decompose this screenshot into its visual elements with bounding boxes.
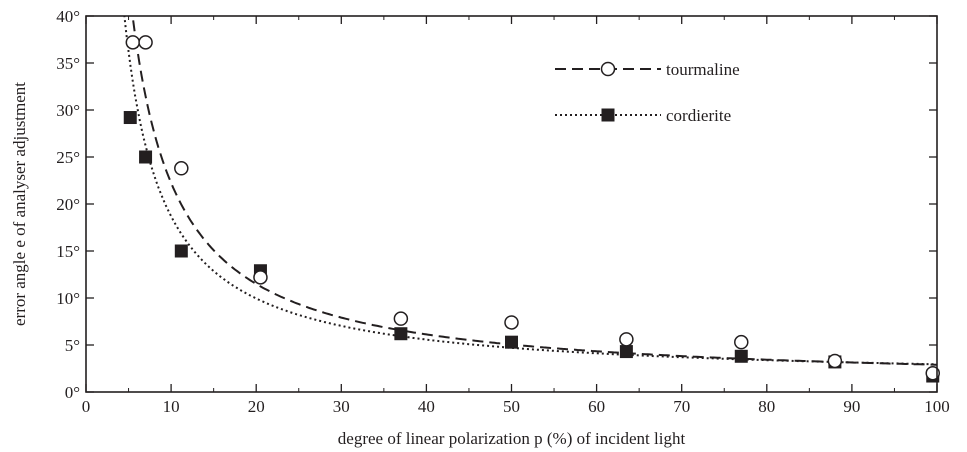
x-tick-label: 10 bbox=[163, 397, 180, 416]
y-tick-label: 0° bbox=[65, 383, 80, 402]
y-tick-label: 10° bbox=[56, 289, 80, 308]
legend: tourmaline cordierite bbox=[555, 60, 740, 125]
cordierite-fit-curve bbox=[123, 16, 937, 366]
y-tick-label: 20° bbox=[56, 195, 80, 214]
y-tick-label: 40° bbox=[56, 7, 80, 26]
x-tick-label: 70 bbox=[673, 397, 690, 416]
legend-label-tourmaline: tourmaline bbox=[666, 60, 740, 79]
tourmaline-point bbox=[125, 35, 141, 50]
x-tick-label: 50 bbox=[503, 397, 520, 416]
cordierite-point bbox=[734, 349, 748, 363]
y-tick-label: 35° bbox=[56, 54, 80, 73]
x-tick-label: 100 bbox=[924, 397, 950, 416]
x-tick-label: 0 bbox=[82, 397, 91, 416]
x-tick-label: 20 bbox=[248, 397, 265, 416]
cordierite-point bbox=[619, 345, 633, 359]
cordierite-point bbox=[174, 244, 188, 258]
legend-label-cordierite: cordierite bbox=[666, 106, 731, 125]
cordierite-point bbox=[139, 150, 153, 164]
tourmaline-point bbox=[253, 270, 268, 285]
x-axis-ticks: 0 10 20 30 40 50 60 70 80 90 100 bbox=[82, 16, 950, 416]
cordierite-point bbox=[394, 327, 408, 341]
y-axis-ticks: 0° 5° 10° 15° 20° 25° 30° 35° 40° bbox=[56, 7, 937, 402]
tourmaline-point bbox=[734, 334, 749, 350]
y-axis-title-text: error angle e of analyser adjustment bbox=[10, 82, 29, 326]
tourmaline-point bbox=[925, 365, 940, 381]
y-tick-label: 25° bbox=[56, 148, 80, 167]
tourmaline-point bbox=[393, 311, 409, 326]
tourmaline-fit-curve bbox=[131, 16, 937, 366]
x-tick-label: 90 bbox=[843, 397, 860, 416]
x-tick-label: 80 bbox=[758, 397, 775, 416]
legend-marker-cordierite bbox=[601, 108, 615, 122]
plot-frame bbox=[85, 15, 938, 393]
cordierite-point bbox=[505, 335, 518, 349]
fit-curves bbox=[123, 16, 937, 366]
data-points bbox=[123, 35, 940, 383]
y-tick-label: 30° bbox=[56, 101, 80, 120]
tourmaline-point bbox=[504, 315, 519, 330]
y-tick-label: 5° bbox=[65, 336, 80, 355]
tourmaline-point bbox=[827, 353, 843, 369]
tourmaline-point bbox=[174, 161, 189, 176]
x-tick-label: 30 bbox=[333, 397, 350, 416]
x-axis-title: degree of linear polarization p (%) of i… bbox=[338, 429, 686, 448]
tourmaline-point bbox=[138, 35, 153, 50]
legend-marker-tourmaline bbox=[600, 61, 616, 77]
y-axis-title: error angle e of analyser adjustment bbox=[10, 82, 29, 326]
y-tick-label: 15° bbox=[56, 242, 80, 261]
cordierite-point bbox=[123, 111, 137, 125]
x-tick-label: 60 bbox=[588, 397, 605, 416]
x-tick-label: 40 bbox=[418, 397, 435, 416]
tourmaline-point bbox=[619, 332, 634, 347]
